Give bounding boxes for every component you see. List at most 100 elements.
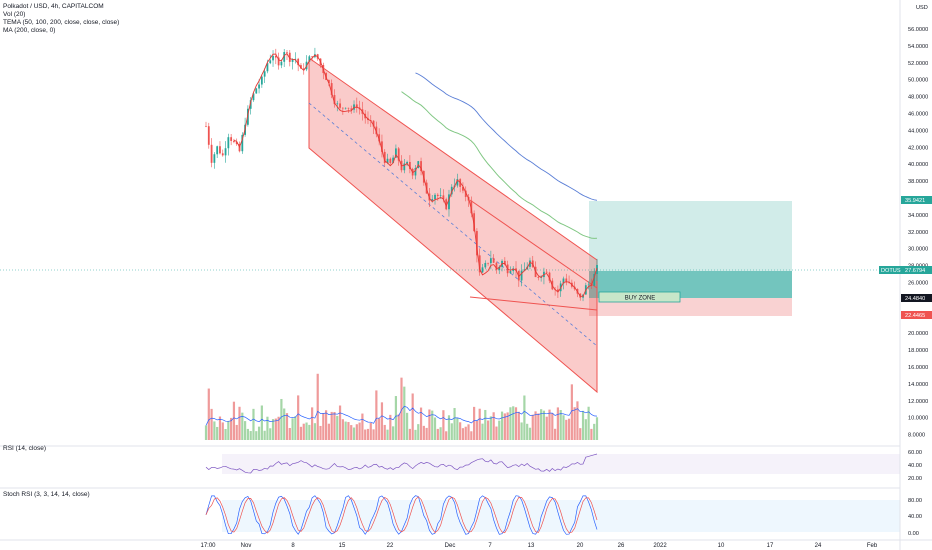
volume-bar [274,418,277,440]
volume-bar [445,431,448,440]
candle-body [395,148,397,158]
volume-bar [489,416,492,440]
candle-body [476,231,478,256]
price-tick-label: 50.0000 [908,78,928,84]
volume-bar [534,411,537,440]
candle-body [381,141,383,152]
rsi-tick-label: 20.00 [908,476,922,482]
candle-body [210,144,213,163]
volume-bar [481,423,484,440]
volume-bar [425,427,428,440]
volume-bar [414,429,417,440]
candle-body [456,179,459,186]
stoch-pane [0,487,900,532]
volume-bar [512,406,515,440]
candle-body [260,76,263,85]
candle-body [383,151,386,164]
candle-body [347,107,350,109]
volume-bar [523,395,526,440]
candle-body [403,163,406,171]
volume-bar [581,410,585,440]
volume-bar [355,424,358,440]
candle-body [221,153,224,156]
volume-bar [595,417,599,440]
volume-bar [447,415,451,440]
volume-bar [411,393,414,440]
candle-body [593,273,596,286]
volume-bar [283,408,286,440]
stoch-label[interactable]: Stoch RSI (3, 3, 14, 14, close) [3,491,90,498]
volume-bar [403,386,406,440]
candle-body [266,63,269,72]
volume-bar [433,417,437,440]
volume-bar [531,414,534,440]
time-axis[interactable]: 17:00 Nov 8 15 22 Dec 7 13 20 26 2022 10 17 24 Feb [200,543,877,549]
price-axis[interactable]: 56.0000 54.0000 52.0000 50.0000 48.0000 46.00… [908,27,928,537]
price-tick-label: 56.0000 [908,27,928,33]
volume-bar [545,416,548,440]
buy-zone-box[interactable] [598,291,681,303]
candle-body [330,83,333,96]
volume-bar [431,410,434,440]
rsi-label[interactable]: RSI (14, close) [3,445,46,452]
candle-body [495,262,498,271]
volume-bar [232,401,236,440]
volume-bar [453,408,456,440]
volume-bar [227,421,230,440]
candle-body [339,103,341,108]
candle-body [344,107,347,109]
indicator-vol[interactable]: Vol (20) [3,11,26,18]
stop-zone[interactable] [589,298,792,316]
volume-bar [218,416,222,440]
volume-bar [333,412,336,440]
volume-bar [299,426,303,440]
chart-legend: Polkadot / USD, 4h, CAPITALCOM Vol (20) … [3,3,119,35]
stoch-tick-label: 80.00 [908,498,922,504]
volume-bar [520,422,523,440]
candle-body [431,199,434,201]
volume-bar [366,428,370,440]
price-tick-label: 54.0000 [908,44,928,50]
volume-bar [542,410,546,440]
volume-bar [456,418,459,440]
volume-bar [417,424,420,440]
price-tick-label: 14.0000 [908,382,928,388]
volume-bar [336,415,339,440]
volume-bar [252,408,255,440]
indicator-tema[interactable]: TEMA (50, 100, 200, close, close, close) [3,19,120,26]
volume-bar [593,423,596,440]
volume-bar [221,422,224,440]
volume-bar [394,396,398,440]
volume-bar [475,420,479,440]
volume-bar [450,423,453,440]
candle-body [420,161,422,172]
candle-body [442,195,445,200]
time-tick-label: Nov [241,543,252,549]
price-tick-label: 30.0000 [908,247,928,253]
volume-bar [397,414,400,440]
wedge-line [469,296,598,311]
candle-body [445,199,448,210]
volume-bar [311,407,314,440]
volume-bar [565,419,568,440]
volume-bar [313,423,317,440]
time-tick-label: 7 [488,543,492,549]
price-tick-label: 46.0000 [908,112,928,118]
indicator-ma[interactable]: MA (200, close, 0) [3,27,56,34]
candle-body [302,68,305,70]
volume-bar [378,418,381,440]
volume-bar [506,412,509,440]
volume-bar [324,410,328,440]
volume-bar [486,420,490,440]
volume-bar [548,409,551,440]
volume-bar [285,413,289,440]
volume-bar [509,407,512,440]
symbol-title[interactable]: Polkadot / USD, 4h, CAPITALCOM [3,3,104,10]
candle-body [512,268,515,272]
volume-bar [386,429,389,440]
rsi-tick-label: 60.00 [908,450,922,456]
volume-bar [375,390,378,440]
candle-body [297,58,300,66]
candle-body [557,289,559,292]
